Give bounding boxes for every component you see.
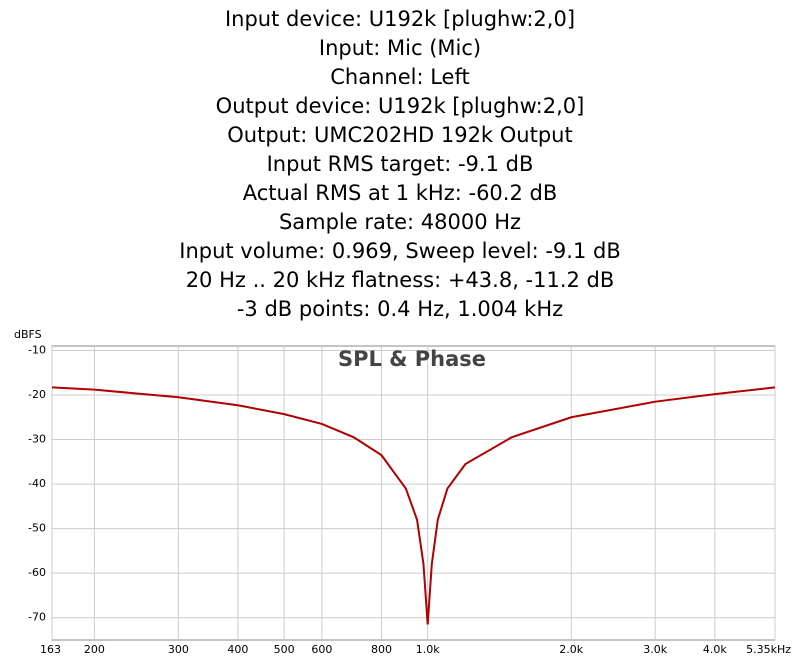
y-tick-label: -60 <box>28 566 46 579</box>
header-line: Input RMS target: -9.1 dB <box>267 152 534 176</box>
header-line: Sample rate: 48000 Hz <box>279 210 521 234</box>
x-tick-label: 3.0k <box>643 643 667 656</box>
header-line: Input volume: 0.969, Sweep level: -9.1 d… <box>179 239 621 263</box>
y-tick-label: -30 <box>28 433 46 446</box>
header-line: Input: Mic (Mic) <box>319 36 481 60</box>
x-tick-label: 4.0k <box>703 643 727 656</box>
x-tick-label: 5.35kHz <box>746 643 791 656</box>
header-line: -3 dB points: 0.4 Hz, 1.004 kHz <box>237 297 563 321</box>
y-tick-label: -50 <box>28 522 46 535</box>
x-tick-label: 400 <box>227 643 248 656</box>
header: Input device: U192k [plughw:2,0] Input: M… <box>179 7 621 321</box>
x-tick-label: 2.0k <box>559 643 583 656</box>
header-line: 20 Hz .. 20 kHz flatness: +43.8, -11.2 d… <box>186 268 615 292</box>
grid <box>51 346 776 640</box>
x-tick-label: 200 <box>84 643 105 656</box>
header-line: Actual RMS at 1 kHz: -60.2 dB <box>243 181 557 205</box>
y-tick-label: -70 <box>28 611 46 624</box>
y-axis-label: dBFS <box>14 328 42 341</box>
plot-area <box>51 345 776 641</box>
y-tick-label: -20 <box>28 388 46 401</box>
y-tick-label: -10 <box>28 343 46 356</box>
x-tick-label: 800 <box>371 643 392 656</box>
x-tick-label: 1.0k <box>416 643 440 656</box>
chart-title: SPL & Phase <box>338 347 486 371</box>
header-line: Input device: U192k [plughw:2,0] <box>225 7 575 31</box>
x-tick-label: 600 <box>311 643 332 656</box>
y-tick-label: -40 <box>28 477 46 490</box>
x-tick-label: 300 <box>168 643 189 656</box>
header-line: Channel: Left <box>330 65 469 89</box>
data-line <box>51 386 776 625</box>
x-tick-label: 163 <box>40 643 61 656</box>
header-line: Output: UMC202HD 192k Output <box>227 123 572 147</box>
header-line: Output device: U192k [plughw:2,0] <box>216 94 585 118</box>
x-tick-label: 500 <box>274 643 295 656</box>
